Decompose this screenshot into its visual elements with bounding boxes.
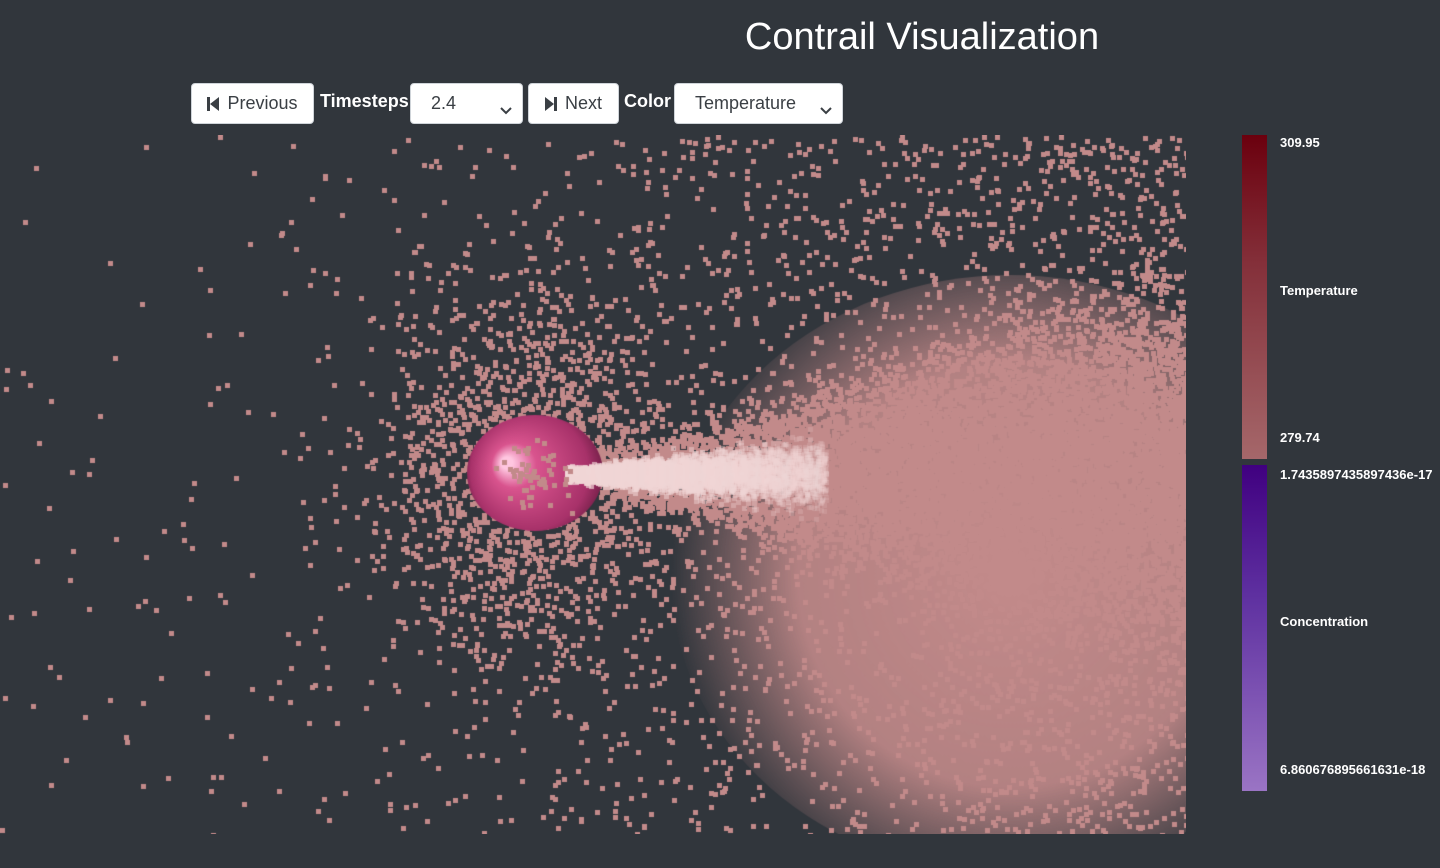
- skip-back-icon: [207, 96, 220, 112]
- timesteps-select[interactable]: 2.4: [410, 83, 523, 124]
- temperature-colorbar: [1242, 135, 1267, 459]
- particle-canvas[interactable]: [0, 135, 1186, 834]
- color-select-value: Temperature: [695, 93, 797, 113]
- concentration-min-label: 6.860676895661631e-18: [1280, 762, 1426, 777]
- color-select[interactable]: Temperature: [674, 83, 843, 124]
- temperature-max-label: 309.95: [1280, 135, 1320, 150]
- concentration-max-label: 1.7435897435897436e-17: [1280, 467, 1433, 482]
- contrail-3d-viewport[interactable]: [0, 135, 1186, 834]
- previous-button-label: Previous: [227, 93, 298, 113]
- color-label: Color: [624, 91, 671, 111]
- timesteps-select-value: 2.4: [431, 93, 457, 113]
- chevron-down-icon: [820, 99, 832, 120]
- previous-button[interactable]: Previous: [191, 83, 314, 124]
- temperature-name-label: Temperature: [1280, 283, 1358, 298]
- concentration-name-label: Concentration: [1280, 614, 1369, 629]
- page-title: Contrail Visualization: [744, 16, 1100, 58]
- temperature-min-label: 279.74: [1280, 430, 1320, 445]
- skip-forward-icon: [544, 96, 557, 112]
- timesteps-label: Timesteps: [320, 91, 409, 111]
- concentration-colorbar: [1242, 465, 1267, 791]
- next-button[interactable]: Next: [528, 83, 619, 124]
- chevron-down-icon: [500, 99, 512, 120]
- next-button-label: Next: [564, 93, 602, 113]
